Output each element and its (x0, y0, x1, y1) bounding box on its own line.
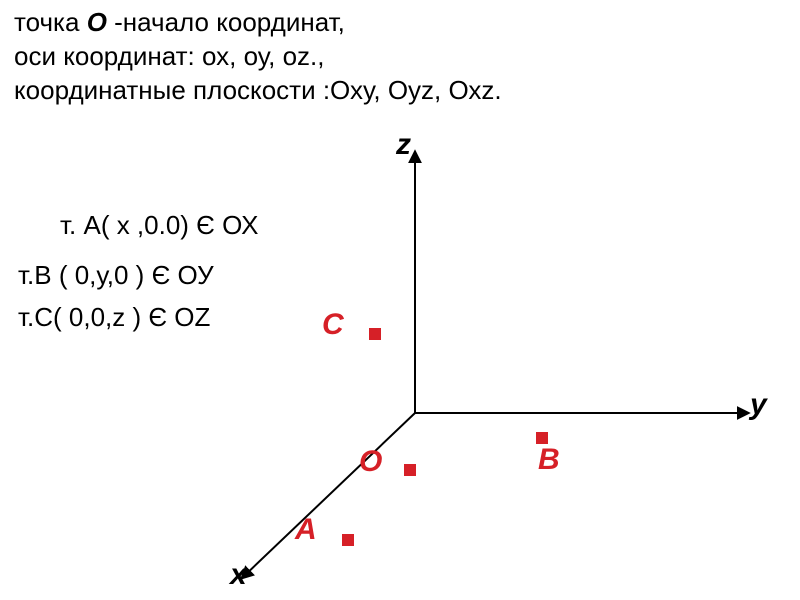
point-label-C: С (322, 308, 344, 342)
axis-label-y: y (750, 388, 767, 422)
point-A-dot (342, 534, 354, 546)
point-label-B: В (538, 443, 560, 477)
axis-label-z: z (396, 128, 411, 162)
point-O-dot (404, 464, 416, 476)
point-C-dot (369, 328, 381, 340)
axis-label-x: x (230, 558, 247, 592)
point-label-A: А (295, 513, 317, 547)
coordinate-diagram (0, 0, 800, 600)
point-label-O: О (359, 445, 382, 479)
axis-x (242, 413, 415, 578)
page: точка О -начало координат, оси координат… (0, 0, 800, 600)
